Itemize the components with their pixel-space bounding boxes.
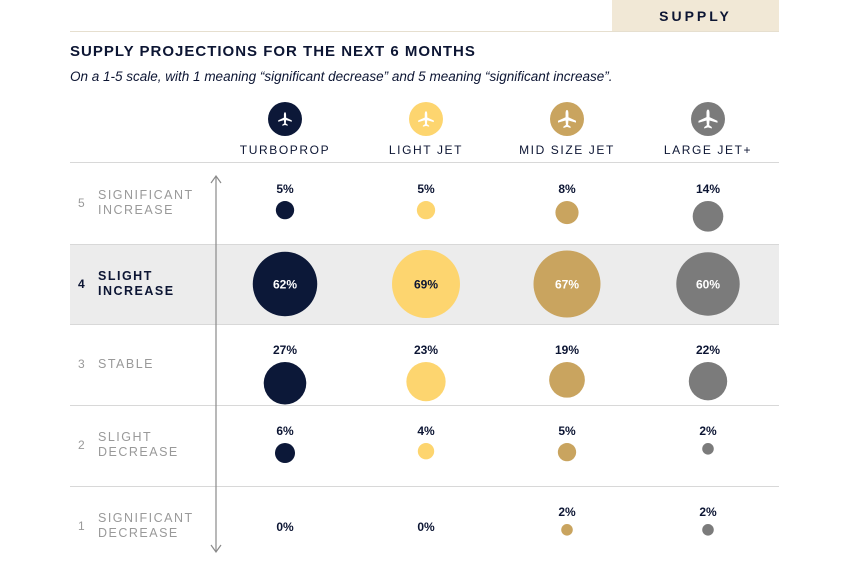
value-label-turboprop-row-3: 27% xyxy=(273,343,297,357)
bubble-turboprop-row-5 xyxy=(275,201,295,220)
value-label-light-jet-row-1: 0% xyxy=(417,520,435,534)
bubble-large-jet-row-2 xyxy=(702,443,714,455)
bubble-mid-size-jet-row-3 xyxy=(549,362,585,398)
bubble-turboprop-row-2 xyxy=(274,443,296,464)
value-label-light-jet-row-3: 23% xyxy=(414,343,438,357)
bubble-light-jet-row-4 xyxy=(392,250,460,318)
bubble-mid-size-jet-row-5 xyxy=(555,201,579,225)
row-label-4: SLIGHT INCREASE xyxy=(98,269,175,298)
row-divider xyxy=(70,244,779,245)
row-score-3: 3 xyxy=(78,357,85,371)
chart-subtitle: On a 1-5 scale, with 1 meaning “signific… xyxy=(70,69,613,84)
bubble-mid-size-jet-row-4 xyxy=(533,250,601,318)
value-label-light-jet-row-2: 4% xyxy=(417,424,435,438)
row-score-4: 4 xyxy=(78,277,85,291)
column-header-light-jet: LIGHT JET xyxy=(388,143,464,157)
value-label-light-jet-row-4: 69% xyxy=(414,278,438,292)
bubble-turboprop-row-4 xyxy=(252,251,318,317)
value-label-mid-size-jet-row-5: 8% xyxy=(558,182,576,196)
axis-arrow-down-icon xyxy=(210,544,222,554)
large-jet-plane-icon xyxy=(691,102,725,136)
bubble-turboprop-row-3 xyxy=(263,362,307,405)
axis-arrow-up-icon xyxy=(210,174,222,184)
mid-size-jet-plane-icon xyxy=(550,102,584,136)
row-label-2: SLIGHT DECREASE xyxy=(98,430,179,459)
bubble-large-jet-row-3 xyxy=(688,362,728,401)
bubble-mid-size-jet-row-2 xyxy=(557,443,577,462)
bubble-large-jet-row-5 xyxy=(692,201,724,232)
row-score-1: 1 xyxy=(78,519,85,533)
column-header-turboprop: TURBOPROP xyxy=(239,143,331,157)
row-score-2: 2 xyxy=(78,438,85,452)
value-label-large-jet-row-1: 2% xyxy=(699,505,717,519)
turboprop-plane-icon xyxy=(268,102,302,136)
column-header-mid-size-jet: MID SIZE JET xyxy=(519,143,615,157)
header-divider xyxy=(70,162,779,163)
value-label-mid-size-jet-row-2: 5% xyxy=(558,424,576,438)
chart-title: SUPPLY PROJECTIONS FOR THE NEXT 6 MONTHS xyxy=(70,43,476,60)
value-label-mid-size-jet-row-4: 67% xyxy=(555,278,579,292)
row-divider xyxy=(70,324,779,325)
value-label-large-jet-row-2: 2% xyxy=(699,424,717,438)
bubble-mid-size-jet-row-1 xyxy=(561,524,573,536)
bubble-large-jet-row-1 xyxy=(702,524,714,536)
bubble-light-jet-row-5 xyxy=(416,201,436,220)
tab-divider xyxy=(70,31,779,32)
value-label-light-jet-row-5: 5% xyxy=(417,182,435,196)
value-label-mid-size-jet-row-1: 2% xyxy=(558,505,576,519)
row-divider xyxy=(70,405,779,406)
row-label-1: SIGNIFICANT DECREASE xyxy=(98,511,194,540)
value-label-large-jet-row-4: 60% xyxy=(696,278,720,292)
value-label-turboprop-row-2: 6% xyxy=(276,424,294,438)
row-label-5: SIGNIFICANT INCREASE xyxy=(98,188,194,217)
value-label-mid-size-jet-row-3: 19% xyxy=(555,343,579,357)
bubble-light-jet-row-3 xyxy=(406,362,446,402)
value-label-large-jet-row-3: 22% xyxy=(696,343,720,357)
bubble-light-jet-row-2 xyxy=(417,443,435,460)
row-label-3: STABLE xyxy=(98,356,155,371)
light-jet-plane-icon xyxy=(409,102,443,136)
value-label-turboprop-row-1: 0% xyxy=(276,520,294,534)
bubble-large-jet-row-4 xyxy=(676,252,740,316)
column-header-large-jet: LARGE JET+ xyxy=(663,143,753,157)
row-divider xyxy=(70,486,779,487)
value-label-large-jet-row-5: 14% xyxy=(696,182,720,196)
value-label-turboprop-row-4: 62% xyxy=(273,278,297,292)
section-tab-supply: SUPPLY xyxy=(612,0,779,31)
row-score-5: 5 xyxy=(78,196,85,210)
value-label-turboprop-row-5: 5% xyxy=(276,182,294,196)
